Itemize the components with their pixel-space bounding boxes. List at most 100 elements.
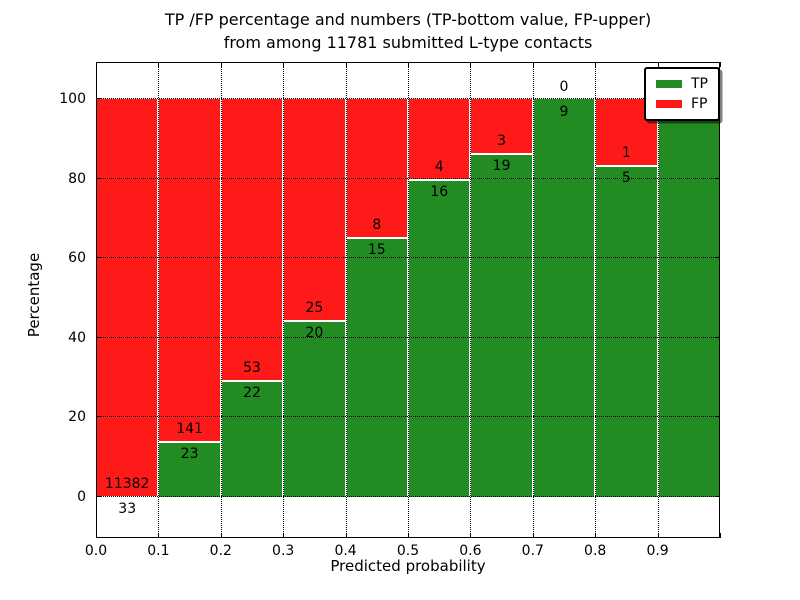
y-tick-label: 0 xyxy=(77,489,86,505)
fp-bar-segment xyxy=(471,99,532,156)
v-gridline xyxy=(657,62,659,538)
y-tick-mark xyxy=(715,336,720,338)
y-tick-label: 60 xyxy=(68,250,86,267)
bar-0.3 xyxy=(283,99,346,497)
tp-bar-segment xyxy=(159,441,220,497)
x-tick-mark xyxy=(657,533,659,538)
x-tick-mark xyxy=(532,533,534,538)
tp-count-label: 15 xyxy=(367,242,386,259)
y-tick-mark xyxy=(96,496,101,497)
bar-0.6 xyxy=(470,99,533,497)
v-gridline xyxy=(595,62,597,538)
v-gridline xyxy=(220,62,222,538)
fp-bar-segment xyxy=(159,99,220,444)
x-tick-mark xyxy=(408,62,409,67)
v-gridline xyxy=(345,62,347,538)
tp-count-label: 20 xyxy=(305,325,324,342)
y-tick-label: 40 xyxy=(68,329,86,346)
y-tick-mark xyxy=(96,177,101,179)
bar-0.7 xyxy=(532,99,596,497)
legend-item-fp: FP xyxy=(656,94,708,114)
tp-bar-segment xyxy=(221,380,283,497)
x-tick-mark xyxy=(220,62,222,67)
x-tick-label: 0.3 xyxy=(272,543,295,559)
x-tick-mark xyxy=(720,533,721,538)
x-tick-mark xyxy=(96,62,97,67)
tp-count-label: 22 xyxy=(243,385,261,402)
v-gridline xyxy=(408,62,409,538)
tp-count-label: 23 xyxy=(180,446,199,463)
y-tick-label: 100 xyxy=(59,91,86,107)
fp-count-label: 0 xyxy=(559,79,569,95)
y-tick-mark xyxy=(715,416,720,418)
legend-label-tp: TP xyxy=(691,76,708,92)
x-tick-label: 0.2 xyxy=(209,543,232,559)
legend-label-fp: FP xyxy=(691,96,708,112)
fp-count-label: 11382 xyxy=(104,475,150,492)
tp-bar-segment xyxy=(533,99,595,497)
fp-count-label: 4 xyxy=(434,158,444,175)
x-tick-mark xyxy=(408,533,409,538)
y-tick-mark xyxy=(715,496,720,497)
x-tick-mark xyxy=(96,533,97,538)
x-tick-mark xyxy=(595,62,597,67)
fp-bar-segment xyxy=(221,99,283,383)
x-tick-mark xyxy=(345,62,347,67)
fp-count-label: 25 xyxy=(305,300,324,317)
legend: TP FP xyxy=(644,67,720,121)
fp-bar-segment xyxy=(346,99,407,240)
x-tick-label: 0.5 xyxy=(396,543,420,559)
v-gridline xyxy=(532,62,534,538)
x-tick-label: 0.0 xyxy=(84,543,108,559)
x-tick-label: 0.8 xyxy=(584,543,607,559)
plot-area: TP FP 1138233141235322252081541631909152 xyxy=(96,62,721,538)
x-tick-mark xyxy=(657,62,659,67)
tp-bar-segment xyxy=(658,99,719,497)
tp-count-label: 19 xyxy=(492,158,511,175)
y-tick-mark xyxy=(96,98,101,99)
x-tick-mark xyxy=(532,62,534,67)
y-tick-label: 20 xyxy=(68,409,86,426)
x-tick-label: 0.7 xyxy=(521,543,544,559)
bar-0.4 xyxy=(345,99,408,497)
v-gridline xyxy=(470,62,472,538)
x-tick-mark xyxy=(720,62,721,67)
chart-title-line2: from among 11781 submitted L-type contac… xyxy=(223,33,593,52)
tp-bar-segment xyxy=(284,320,345,497)
tp-count-label: 33 xyxy=(118,500,137,517)
fp-bar-segment xyxy=(409,99,470,181)
x-axis-title: Predicted probability xyxy=(330,557,486,575)
fp-count-label: 141 xyxy=(176,421,203,438)
tp-count-label: 5 xyxy=(621,170,631,187)
x-tick-mark xyxy=(470,533,472,538)
chart-title: TP /FP percentage and numbers (TP-bottom… xyxy=(16,8,800,54)
y-tick-mark xyxy=(715,177,720,179)
fp-count-label: 1 xyxy=(621,145,631,162)
x-tick-mark xyxy=(158,62,160,67)
x-tick-mark xyxy=(283,62,285,67)
bar-0.8 xyxy=(595,99,658,497)
v-gridline xyxy=(158,62,160,538)
v-gridline xyxy=(283,62,285,538)
x-tick-label: 0.9 xyxy=(646,543,669,559)
fp-count-label: 3 xyxy=(497,133,507,150)
y-tick-mark xyxy=(96,416,101,418)
legend-item-tp: TP xyxy=(656,74,708,94)
y-tick-label: 80 xyxy=(68,170,86,187)
y-tick-mark xyxy=(715,257,720,259)
x-tick-label: 0.6 xyxy=(459,543,482,559)
x-tick-label: 0.1 xyxy=(147,543,170,559)
fp-count-label: 8 xyxy=(372,217,382,234)
y-tick-mark xyxy=(96,336,101,338)
tp-bar-segment xyxy=(596,165,657,497)
x-tick-label: 0.4 xyxy=(334,543,357,559)
chart-title-line1: TP /FP percentage and numbers (TP-bottom… xyxy=(164,10,652,29)
fp-bar-segment xyxy=(97,99,158,498)
fp-count-label: 53 xyxy=(243,360,261,377)
fp-color-swatch xyxy=(656,100,682,108)
x-tick-mark xyxy=(470,62,472,67)
x-tick-mark xyxy=(158,533,160,538)
y-tick-mark xyxy=(96,257,101,259)
fp-bar-segment xyxy=(284,99,345,323)
